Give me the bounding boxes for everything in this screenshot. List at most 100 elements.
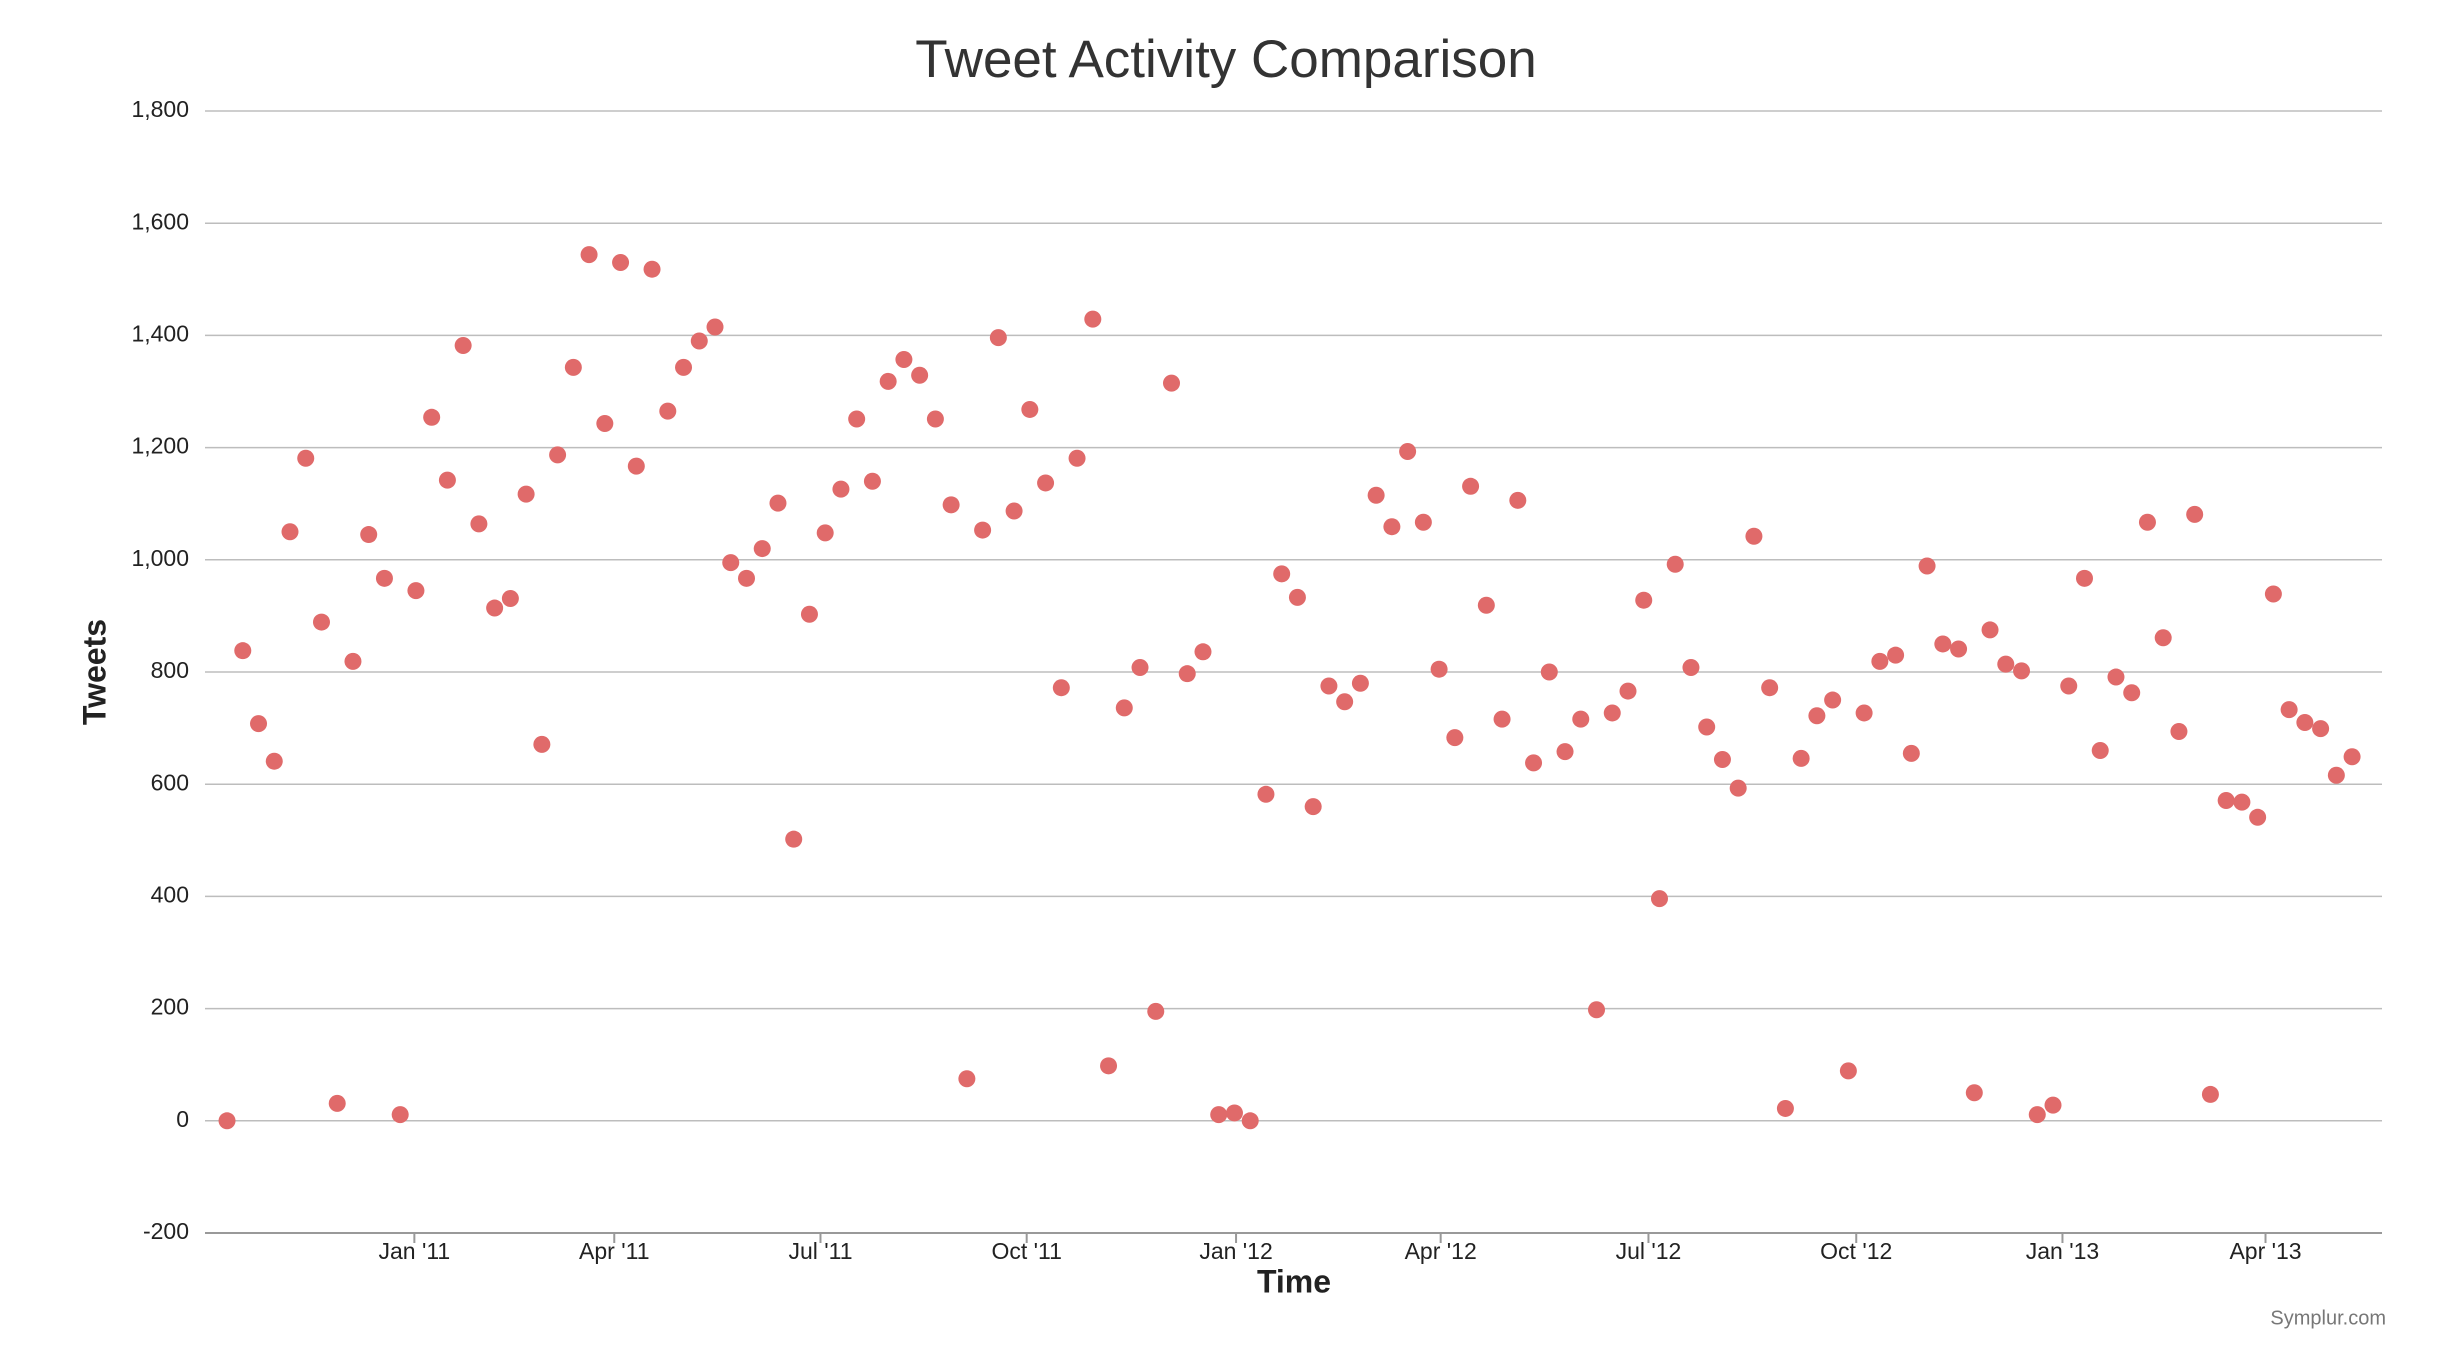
point [1745, 527, 1763, 545]
point [753, 540, 771, 558]
point [926, 410, 944, 428]
point [1147, 1002, 1165, 1020]
x-tick-label: Jan '12 [1199, 1238, 1272, 1264]
point [2154, 629, 2172, 647]
point [1462, 477, 1480, 495]
y-tick-label: 800 [151, 657, 189, 683]
point [911, 366, 929, 384]
point [1509, 491, 1527, 509]
point [438, 471, 456, 489]
x-tick-label: Jan '13 [2026, 1238, 2099, 1264]
point [580, 246, 598, 264]
point [690, 332, 708, 350]
point [423, 408, 441, 426]
point [1666, 555, 1684, 573]
point [958, 1070, 976, 1088]
point [659, 402, 677, 420]
point [1761, 679, 1779, 697]
point [879, 372, 897, 390]
point [737, 569, 755, 587]
point [848, 410, 866, 428]
point [328, 1094, 346, 1112]
point [1241, 1112, 1259, 1130]
point [470, 515, 488, 533]
point [1650, 890, 1668, 908]
y-tick-label: 0 [176, 1106, 189, 1132]
point [1525, 754, 1543, 772]
point [1225, 1104, 1243, 1122]
y-tick-label: 1,200 [131, 433, 189, 459]
point [863, 472, 881, 490]
point [2296, 713, 2314, 731]
point [549, 446, 567, 464]
point [1336, 693, 1354, 711]
point [1194, 643, 1212, 661]
point [2343, 748, 2361, 766]
point [1902, 744, 1920, 762]
x-tick-label: Apr '11 [579, 1238, 649, 1264]
point [612, 253, 630, 271]
point [391, 1106, 409, 1124]
credit: Symplur.com [2270, 1307, 2386, 1329]
point [2107, 668, 2125, 686]
point [2138, 513, 2156, 531]
point [1257, 785, 1275, 803]
point [1131, 659, 1149, 677]
point [407, 582, 425, 600]
point [2312, 720, 2330, 738]
point [1934, 635, 1952, 653]
point [1273, 565, 1291, 583]
point [596, 414, 614, 432]
point [1824, 691, 1842, 709]
point [1918, 557, 1936, 575]
point [643, 260, 661, 278]
point [1163, 374, 1181, 392]
point [895, 351, 913, 369]
point [250, 715, 268, 733]
point [344, 652, 362, 670]
point [281, 523, 299, 541]
point [1383, 518, 1401, 536]
point [234, 642, 252, 660]
point [1588, 1001, 1606, 1019]
point [785, 830, 803, 848]
point [1808, 707, 1826, 725]
point [1776, 1099, 1794, 1117]
point [1603, 704, 1621, 722]
point [1304, 798, 1322, 816]
point [2013, 662, 2031, 680]
point [2327, 766, 2345, 784]
point [375, 569, 393, 587]
y-tick-label: 1,000 [131, 545, 189, 571]
x-tick-label: Oct '11 [991, 1238, 1061, 1264]
point [1351, 674, 1369, 692]
y-tick-label: 1,800 [131, 96, 189, 122]
point [1430, 660, 1448, 678]
point [1210, 1106, 1228, 1124]
point [1997, 655, 2015, 673]
point [816, 524, 834, 542]
point [1713, 751, 1731, 769]
point [501, 590, 519, 608]
point [1021, 400, 1039, 418]
point [1635, 591, 1653, 609]
x-tick-label: Apr '13 [2229, 1238, 2301, 1264]
point [1037, 474, 1055, 492]
y-tick-label: 600 [151, 769, 189, 795]
point [1288, 588, 1306, 606]
x-tick-label: Jul '12 [1616, 1238, 1682, 1264]
point [1446, 729, 1464, 747]
point [1100, 1057, 1118, 1075]
point [360, 526, 378, 544]
point [2201, 1085, 2219, 1103]
point [1052, 679, 1070, 697]
x-tick-label: Jan '11 [378, 1238, 450, 1264]
point [2264, 585, 2282, 603]
point [1399, 443, 1417, 461]
point [1792, 749, 1810, 767]
point [1084, 310, 1102, 328]
point [2186, 505, 2204, 523]
point [2060, 677, 2078, 695]
point [1493, 710, 1511, 728]
